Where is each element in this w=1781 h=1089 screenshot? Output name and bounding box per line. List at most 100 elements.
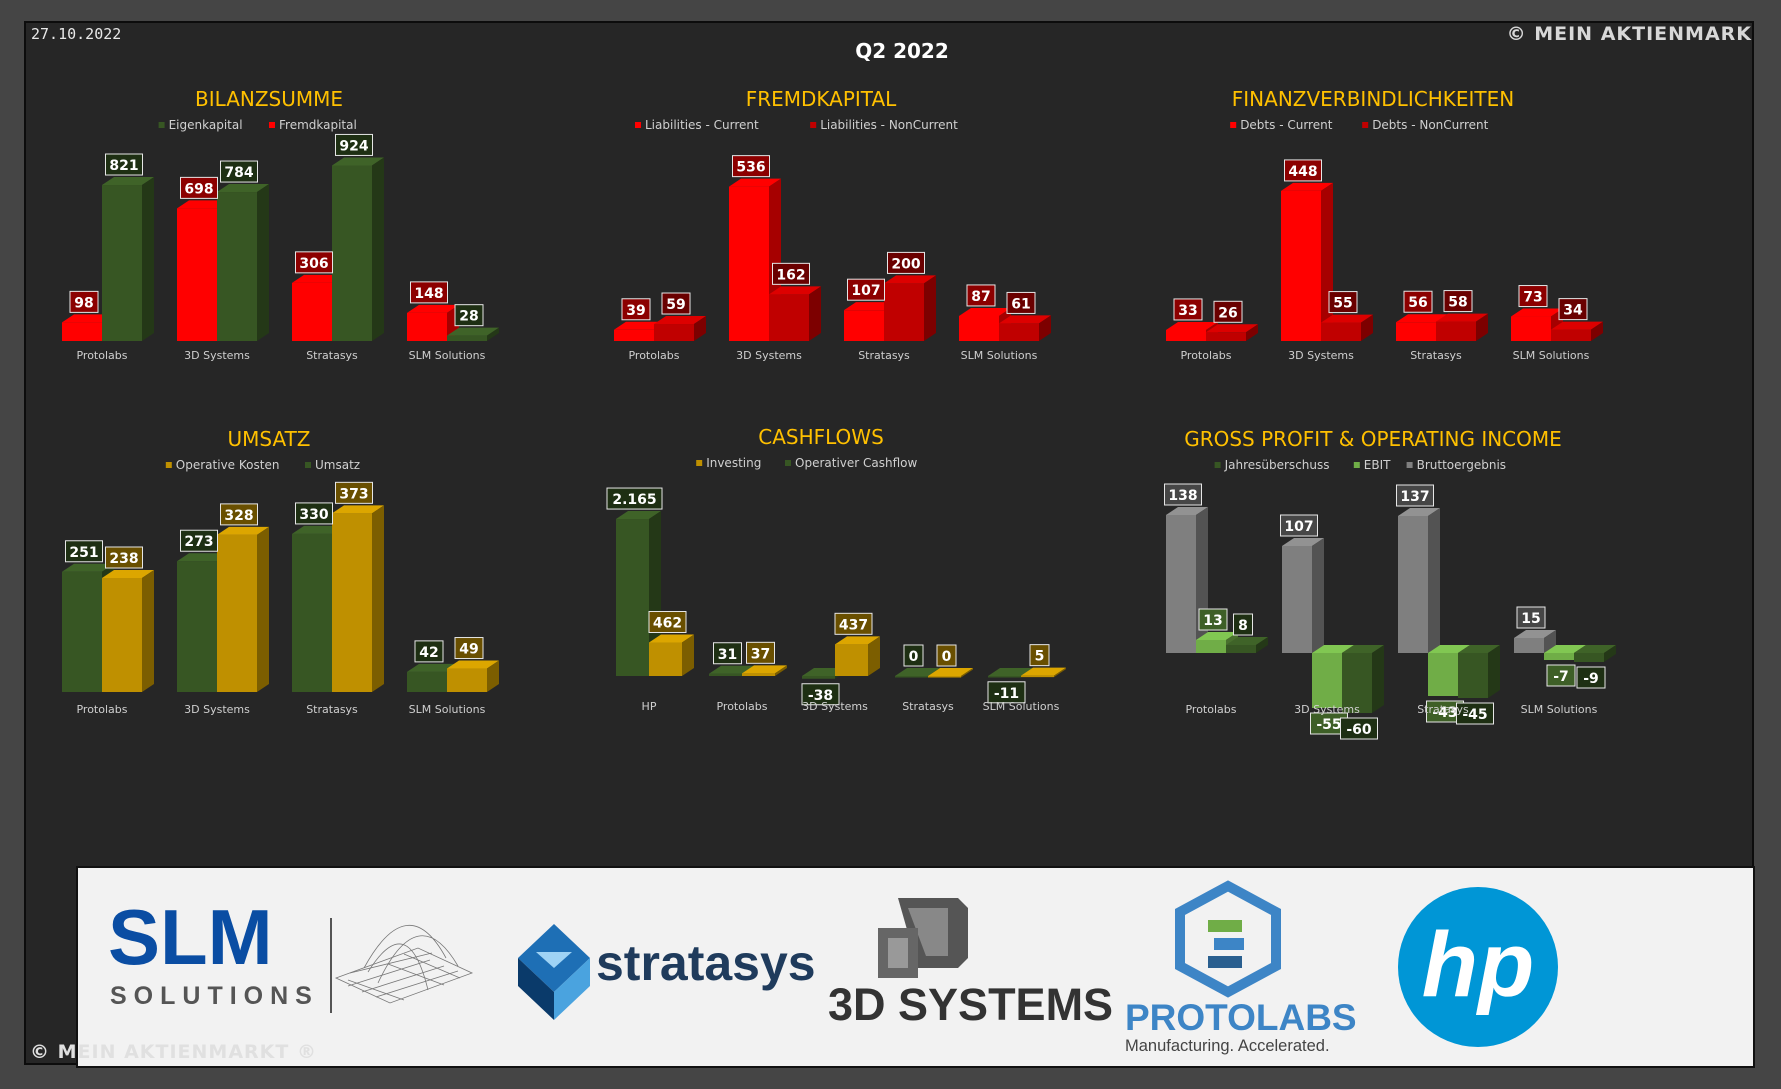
data-label-1-0-3: 87 <box>966 284 996 307</box>
svg-text:2.165: 2.165 <box>612 492 656 508</box>
chart-3: UMSATZ Operative Kosten Umsatz 251 238 Protol… <box>62 427 499 716</box>
svg-text:31: 31 <box>718 647 737 663</box>
svg-text:328: 328 <box>224 508 253 524</box>
data-label-0-0-3: 28 <box>454 304 484 327</box>
chart-4: CASHFLOWS Investing Operativer Cashflow 2.1… <box>606 425 1066 713</box>
data-label-4-1-4: -11 <box>987 681 1026 704</box>
bar-1-1-0 <box>654 316 706 341</box>
protolabs-hex-icon <box>1175 880 1281 998</box>
svg-text:-38: -38 <box>808 688 833 704</box>
svg-text:-55: -55 <box>1316 717 1341 733</box>
svg-text:0: 0 <box>909 649 919 665</box>
legend-entry-3-0: Operative Kosten <box>165 458 279 472</box>
svg-text:33: 33 <box>1178 303 1197 319</box>
data-label-1-1-1: 162 <box>772 262 810 285</box>
svg-text:238: 238 <box>109 551 138 567</box>
category-label-3-3: SLM Solutions <box>409 703 486 716</box>
category-label-1-2: Stratasys <box>858 349 910 362</box>
bar-4-0-0 <box>649 634 694 676</box>
svg-text:55: 55 <box>1333 296 1352 312</box>
data-label-2-1-1: 55 <box>1328 291 1358 314</box>
legend-entry-5-0: Jahresüberschuss <box>1214 458 1330 472</box>
svg-text:-7: -7 <box>1553 669 1569 685</box>
chart-5: GROSS PROFIT & OPERATING INCOME Jahresübe… <box>1164 427 1616 740</box>
category-label-4-3: Stratasys <box>902 700 954 713</box>
data-label-1-0-1: 536 <box>732 155 770 178</box>
category-label-4-0: HP <box>642 700 657 713</box>
3d-systems-logo-text: 3D SYSTEMS <box>828 979 1113 1030</box>
svg-text:42: 42 <box>419 645 438 661</box>
bar-2-1-0 <box>1206 324 1258 341</box>
category-label-2-1: 3D Systems <box>1288 349 1354 362</box>
legend-entry-1-1: Liabilities - NonCurrent <box>810 118 958 132</box>
svg-text:Jahresüberschuss: Jahresüberschuss <box>1224 458 1330 472</box>
svg-text:107: 107 <box>851 283 880 299</box>
svg-text:251: 251 <box>69 545 98 561</box>
copyright-top: © MEIN AKTIENMARK <box>1506 23 1752 45</box>
data-label-4-0-4: 5 <box>1029 644 1050 667</box>
svg-text:Investing: Investing <box>706 456 761 470</box>
bar-5-0-3 <box>1574 645 1616 662</box>
bar-3-0-0 <box>102 569 154 692</box>
data-label-5-1-0: 13 <box>1198 608 1228 631</box>
data-label-5-0-2: -45 <box>1456 702 1494 725</box>
data-label-3-1-3: 42 <box>414 640 444 663</box>
bar-5-0-2 <box>1458 645 1500 698</box>
data-label-4-0-0: 462 <box>648 611 687 634</box>
bar-5-2-0 <box>1166 507 1208 653</box>
svg-text:Operativer Cashflow: Operativer Cashflow <box>795 456 917 470</box>
svg-text:Eigenkapital: Eigenkapital <box>169 118 243 132</box>
chart-title-1: FREMDKAPITAL <box>746 87 897 111</box>
bar-2-1-1 <box>1321 314 1373 341</box>
data-label-0-1-2: 306 <box>295 251 333 274</box>
bar-0-0-1 <box>217 184 269 341</box>
stratasys-cube-icon <box>518 924 590 1020</box>
data-label-2-0-2: 56 <box>1403 290 1433 313</box>
bar-2-1-3 <box>1551 321 1603 341</box>
stratasys-logo: stratasys <box>518 924 816 1020</box>
data-label-4-0-3: 0 <box>936 644 957 667</box>
bar-3-0-1 <box>217 526 269 692</box>
category-label-2-0: Protolabs <box>1180 349 1231 362</box>
category-label-4-1: Protolabs <box>716 700 767 713</box>
data-label-5-0-0: 8 <box>1233 613 1253 636</box>
svg-text:162: 162 <box>776 267 805 283</box>
data-label-3-1-2: 330 <box>295 502 333 525</box>
bar-1-1-1 <box>769 286 821 341</box>
data-label-3-0-2: 373 <box>335 481 373 504</box>
data-label-3-0-0: 238 <box>105 546 143 569</box>
svg-text:330: 330 <box>299 507 328 523</box>
svg-text:306: 306 <box>299 256 328 272</box>
hp-logo-text: hp <box>1422 914 1534 1016</box>
data-label-2-0-1: 448 <box>1284 159 1322 182</box>
data-label-0-0-1: 784 <box>220 160 258 183</box>
legend-entry-2-1: Debts - NonCurrent <box>1362 118 1489 132</box>
chart-1: FREMDKAPITAL Liabilities - Current Liabili… <box>614 87 1051 362</box>
svg-text:Bruttoergebnis: Bruttoergebnis <box>1417 458 1506 472</box>
svg-text:-43: -43 <box>1432 705 1457 721</box>
svg-text:-60: -60 <box>1346 722 1372 738</box>
svg-text:EBIT: EBIT <box>1364 458 1391 472</box>
data-label-3-1-0: 251 <box>65 540 103 563</box>
category-label-1-0: Protolabs <box>628 349 679 362</box>
data-label-1-1-3: 61 <box>1006 291 1036 314</box>
data-label-4-1-3: 0 <box>903 644 924 667</box>
svg-text:0: 0 <box>942 649 952 665</box>
category-label-1-3: SLM Solutions <box>961 349 1038 362</box>
chart-title-4: CASHFLOWS <box>758 425 884 449</box>
data-label-2-0-0: 33 <box>1173 298 1203 321</box>
protolabs-logo: PROTOLABS Manufacturing. Accelerated. <box>1125 880 1357 1055</box>
bar-4-0-1 <box>742 665 787 676</box>
hp-circle-icon <box>1398 887 1558 1047</box>
bar-5-2-3 <box>1514 630 1556 653</box>
logo-strip: SLM SOLUTIONS stratasys <box>76 866 1755 1068</box>
svg-text:148: 148 <box>414 286 443 302</box>
dashboard-frame: 27.10.2022 © MEIN AKTIENMARK Q2 2022 BIL… <box>24 21 1755 1068</box>
data-label-2-0-3: 73 <box>1518 285 1548 308</box>
svg-text:273: 273 <box>184 534 213 550</box>
bar-3-0-2 <box>332 505 384 692</box>
svg-text:61: 61 <box>1011 296 1030 312</box>
svg-text:Fremdkapital: Fremdkapital <box>279 118 357 132</box>
category-label-5-1: 3D Systems <box>1294 703 1360 716</box>
data-label-2-1-3: 34 <box>1558 298 1588 321</box>
